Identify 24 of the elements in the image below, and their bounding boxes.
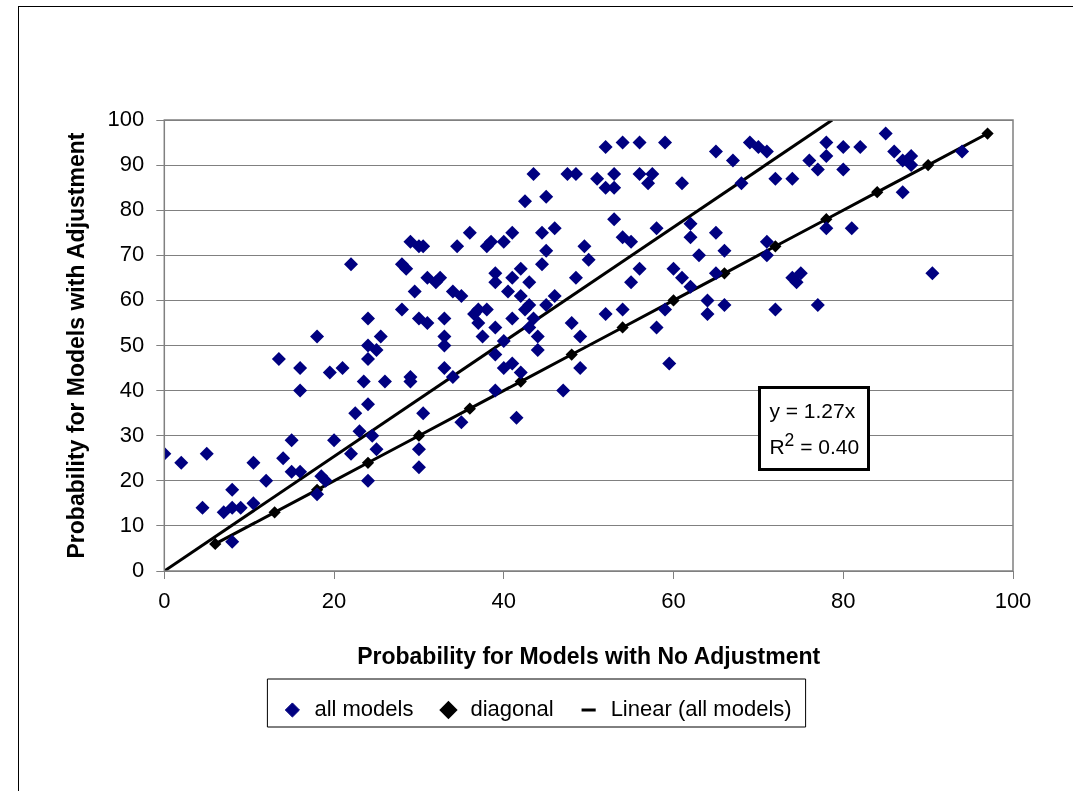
y-tick-label: 100 [107,106,145,132]
annotation: y = 1.27x [769,399,856,423]
y-tick-label: 0 [132,557,145,583]
x-tick-label: 60 [661,588,686,614]
y-tick-label: 50 [119,331,145,357]
x-tick-label: 20 [321,588,347,614]
x-tick-label: 0 [158,588,171,614]
y-tick-label: 20 [119,466,145,492]
y-tick-label: 90 [119,151,145,177]
x-tick-label: 80 [831,588,856,614]
y-axis-title: Probability for Models with Adjustment [63,132,90,559]
legend-label: diagonal [470,696,554,722]
y-tick-label: 10 [119,511,145,537]
x-tick-label: 40 [491,588,517,614]
y-tick-label: 60 [119,286,145,312]
legend-label: Linear (all models) [610,696,792,722]
y-tick-label: 70 [119,241,145,267]
x-tick-label: 100 [994,588,1032,614]
annotation: R$^{2}$ = 0.40 [769,429,860,458]
y-tick-label: 30 [119,421,145,447]
y-tick-label: 40 [119,376,145,402]
y-tick-label: 80 [119,196,145,222]
legend-label: all models [314,696,414,722]
x-axis-title: Probability for Models with No Adjustment [357,642,821,669]
